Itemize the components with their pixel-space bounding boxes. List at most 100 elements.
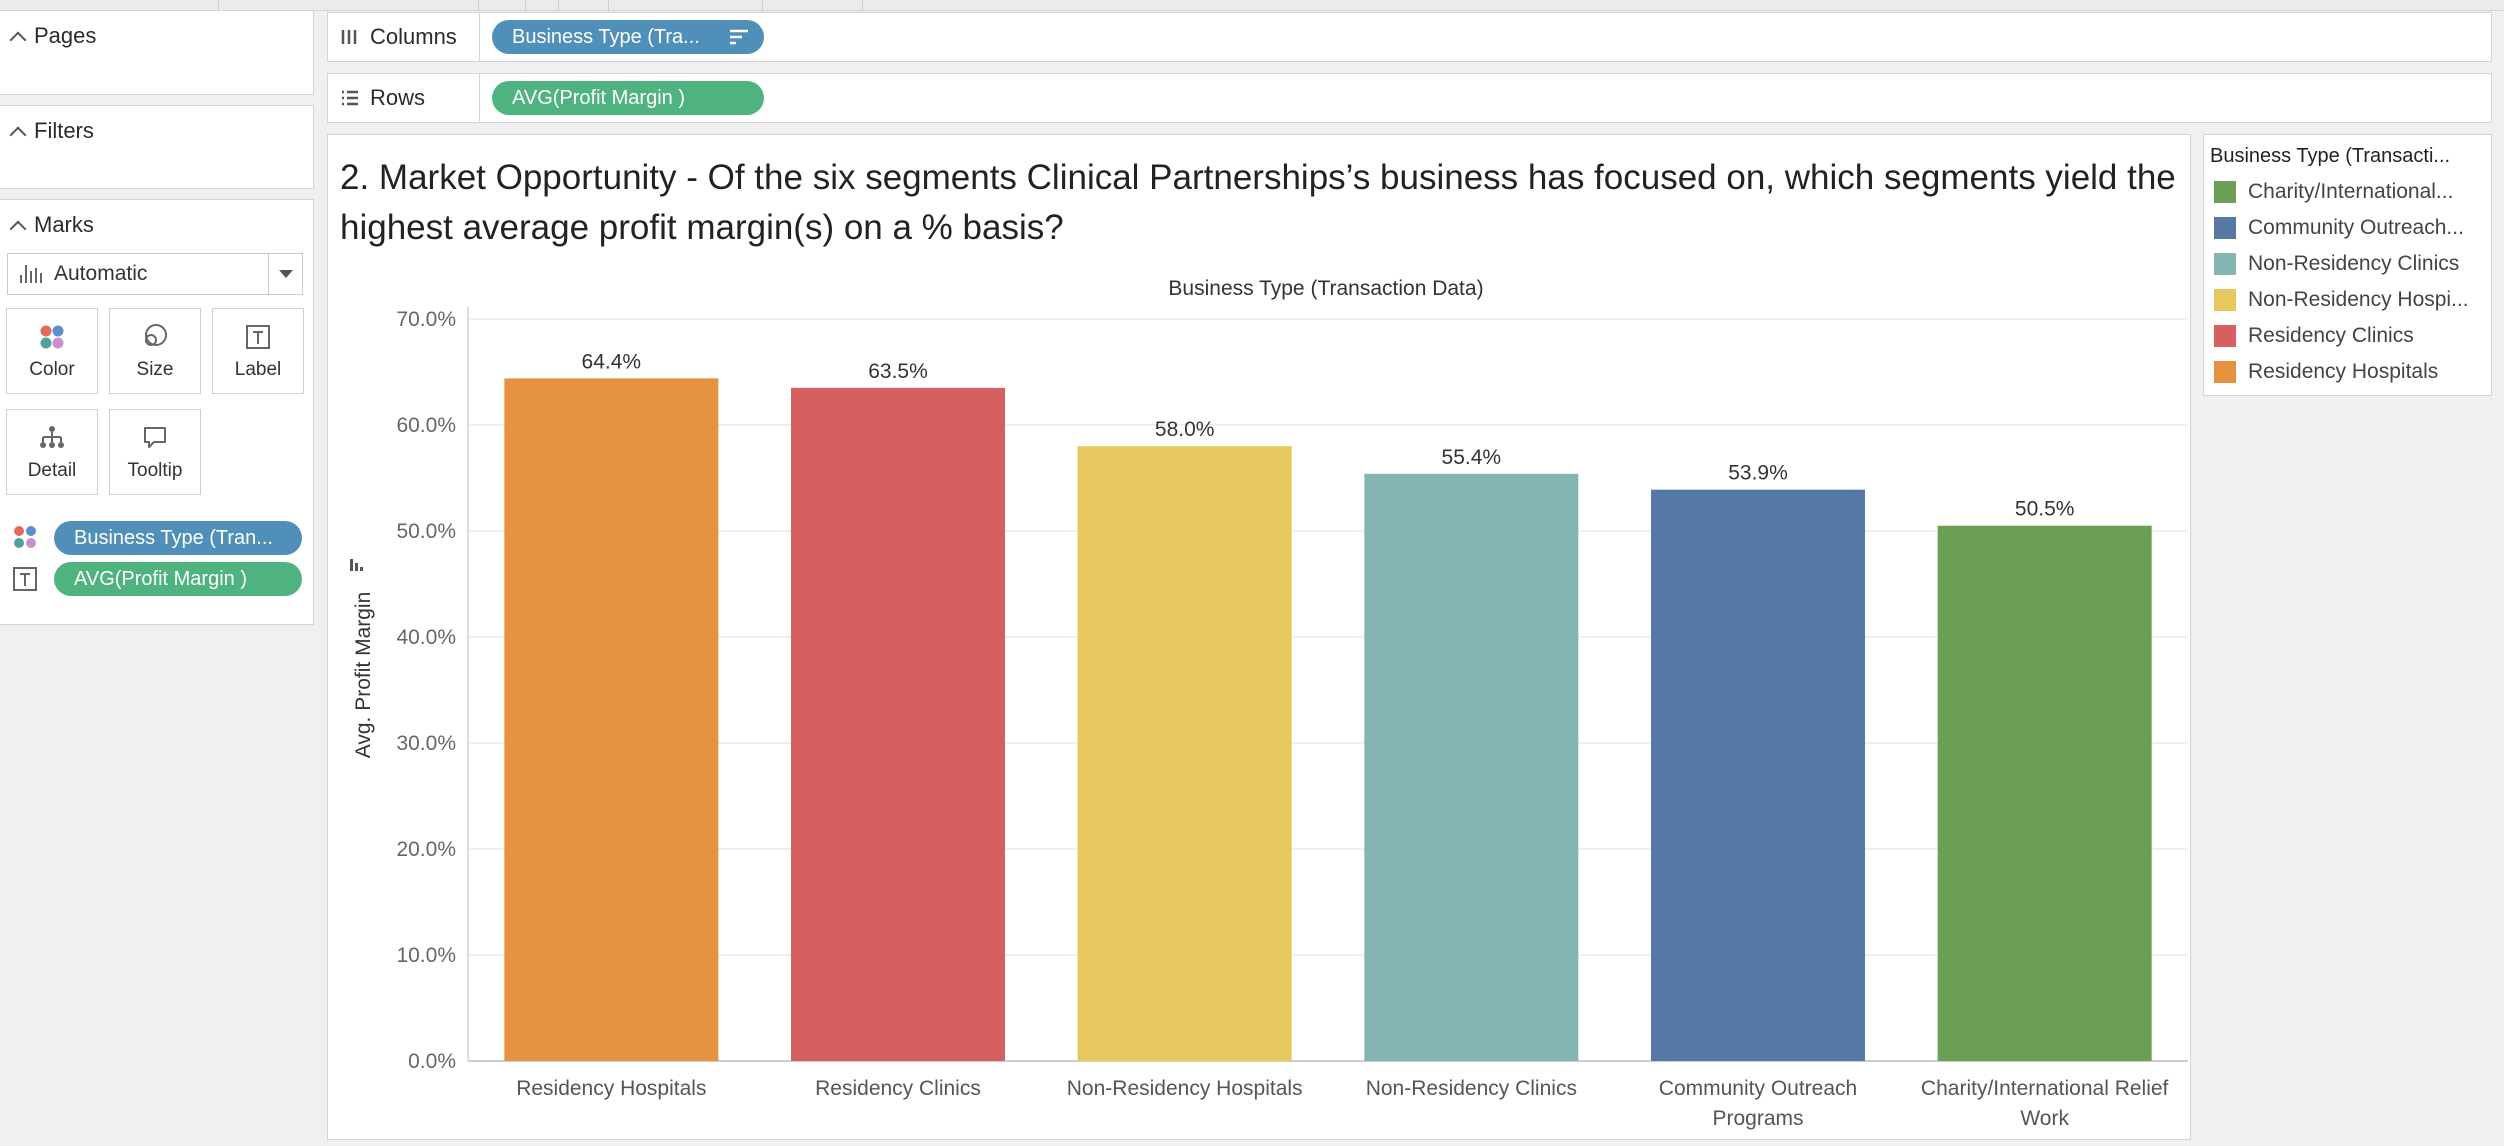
bar-chart[interactable]: 0.0% 10.0% 20.0% 30.0% 40.0% 50.0% 60.0% 70.0% B… (328, 135, 2192, 1141)
bar[interactable] (504, 378, 719, 1061)
bar[interactable] (1077, 446, 1292, 1061)
columns-shelf-label: Columns (328, 13, 480, 61)
label-field-pill[interactable]: AVG(Profit Margin ) (54, 562, 302, 596)
detail-button[interactable]: Detail (6, 409, 98, 495)
detail-hierarchy-icon (40, 426, 64, 448)
sort-icon[interactable] (350, 559, 363, 571)
color-dots-icon (40, 325, 64, 349)
legend-item[interactable]: Non-Residency Clinics (2214, 249, 2488, 279)
legend-label: Residency Clinics (2248, 324, 2414, 347)
chart-header-title: Business Type (Transaction Data) (1168, 277, 1483, 300)
rows-shelf[interactable]: Rows AVG(Profit Margin ) (327, 73, 2492, 123)
legend-label: Non-Residency Hospi... (2248, 288, 2469, 311)
mark-type-dropdown[interactable]: Automatic (7, 253, 303, 295)
detail-button-label: Detail (27, 460, 77, 481)
columns-icon (341, 30, 357, 44)
worksheet-title: 2. Market Opportunity - Of the six segme… (340, 158, 2176, 247)
y-axis-title: Avg. Profit Margin (352, 592, 375, 759)
legend-swatch (2214, 289, 2236, 311)
x-tick-label: Community Outreach (1659, 1077, 1857, 1100)
data-label: 64.4% (582, 350, 642, 373)
legend-item[interactable]: Community Outreach... (2214, 213, 2488, 243)
legend-label: Charity/International... (2248, 180, 2454, 203)
color-field-pill[interactable]: Business Type (Tran... (54, 521, 302, 555)
x-tick-label: Non-Residency Hospitals (1067, 1077, 1303, 1100)
bar[interactable] (791, 387, 1005, 1061)
text-label-icon (13, 567, 37, 591)
collapse-caret-icon[interactable] (9, 31, 27, 49)
columns-pill-text: Business Type (Tra... (512, 25, 700, 48)
legend-item[interactable]: Non-Residency Hospi... (2214, 285, 2488, 315)
label-button-label: Label (234, 359, 282, 380)
color-legend: Business Type (Transacti... Charity/Inte… (2203, 134, 2492, 396)
collapse-caret-icon[interactable] (9, 126, 27, 144)
data-label: 53.9% (1728, 462, 1788, 485)
marks-panel: Marks Automatic Color Size Label (0, 199, 314, 625)
size-button-label: Size (136, 359, 174, 380)
tooltip-button-label: Tooltip (127, 460, 183, 481)
x-tick-label: Non-Residency Clinics (1366, 1077, 1577, 1100)
mark-type-value: Automatic (54, 262, 148, 285)
pages-header[interactable]: Pages (9, 23, 97, 49)
y-tick-label: 50.0% (396, 520, 456, 543)
x-tick-label: Programs (1712, 1107, 1803, 1130)
marks-header[interactable]: Marks (9, 212, 94, 238)
rows-icon (342, 90, 358, 106)
x-tick-label: Residency Hospitals (516, 1077, 706, 1100)
data-label: 50.5% (2015, 498, 2075, 521)
color-button-label: Color (29, 359, 75, 380)
y-tick-label: 40.0% (396, 626, 456, 649)
size-button[interactable]: Size (109, 308, 201, 394)
collapse-caret-icon[interactable] (9, 220, 27, 238)
y-tick-label: 0.0% (408, 1050, 456, 1073)
color-button[interactable]: Color (6, 308, 98, 394)
marks-label: Marks (34, 212, 94, 237)
legend-label: Residency Hospitals (2248, 360, 2439, 383)
rows-shelf-label: Rows (328, 74, 480, 122)
columns-shelf[interactable]: Columns Business Type (Tra... (327, 12, 2492, 62)
y-tick-label: 10.0% (396, 944, 456, 967)
filters-panel: Filters (0, 105, 314, 189)
legend-item[interactable]: Charity/International... (2214, 177, 2488, 207)
x-tick-label: Work (2020, 1107, 2069, 1130)
data-label: 58.0% (1155, 418, 1215, 441)
sort-descending-icon[interactable] (728, 27, 750, 47)
legend-item[interactable]: Residency Hospitals (2214, 357, 2488, 387)
text-label-icon (246, 325, 270, 349)
legend-item[interactable]: Residency Clinics (2214, 321, 2488, 351)
top-toolbar-strip (0, 0, 2504, 11)
y-tick-label: 60.0% (396, 414, 456, 437)
x-tick-label: Residency Clinics (815, 1077, 981, 1100)
tooltip-bubble-icon (144, 427, 166, 448)
legend-swatch (2214, 325, 2236, 347)
chevron-down-icon[interactable] (268, 254, 302, 294)
bar[interactable] (1364, 473, 1579, 1061)
size-circles-icon (145, 324, 167, 346)
bar-chart-icon (20, 265, 42, 283)
legend-swatch (2214, 217, 2236, 239)
y-tick-label: 70.0% (396, 308, 456, 331)
legend-title[interactable]: Business Type (Transacti... (2210, 145, 2451, 167)
legend-swatch (2214, 181, 2236, 203)
legend-swatch (2214, 361, 2236, 383)
y-tick-label: 20.0% (396, 838, 456, 861)
columns-label-text: Columns (370, 24, 457, 49)
data-label: 55.4% (1442, 446, 1502, 469)
bar[interactable] (1651, 489, 1865, 1061)
filters-header[interactable]: Filters (9, 118, 94, 144)
label-button[interactable]: Label (212, 308, 304, 394)
data-label: 63.5% (868, 360, 928, 383)
color-dots-icon (14, 526, 36, 548)
legend-label: Non-Residency Clinics (2248, 252, 2460, 275)
pages-panel: Pages (0, 10, 314, 95)
legend-swatch (2214, 253, 2236, 275)
rows-label-text: Rows (370, 85, 426, 110)
pages-label: Pages (34, 23, 97, 48)
x-tick-label: Charity/International Relief (1921, 1077, 2169, 1100)
worksheet-view: 2. Market Opportunity - Of the six segme… (327, 134, 2191, 1140)
columns-field-pill[interactable]: Business Type (Tra... (492, 20, 764, 54)
rows-field-pill[interactable]: AVG(Profit Margin ) (492, 81, 764, 115)
y-tick-label: 30.0% (396, 732, 456, 755)
bar[interactable] (1937, 525, 2152, 1061)
tooltip-button[interactable]: Tooltip (109, 409, 201, 495)
